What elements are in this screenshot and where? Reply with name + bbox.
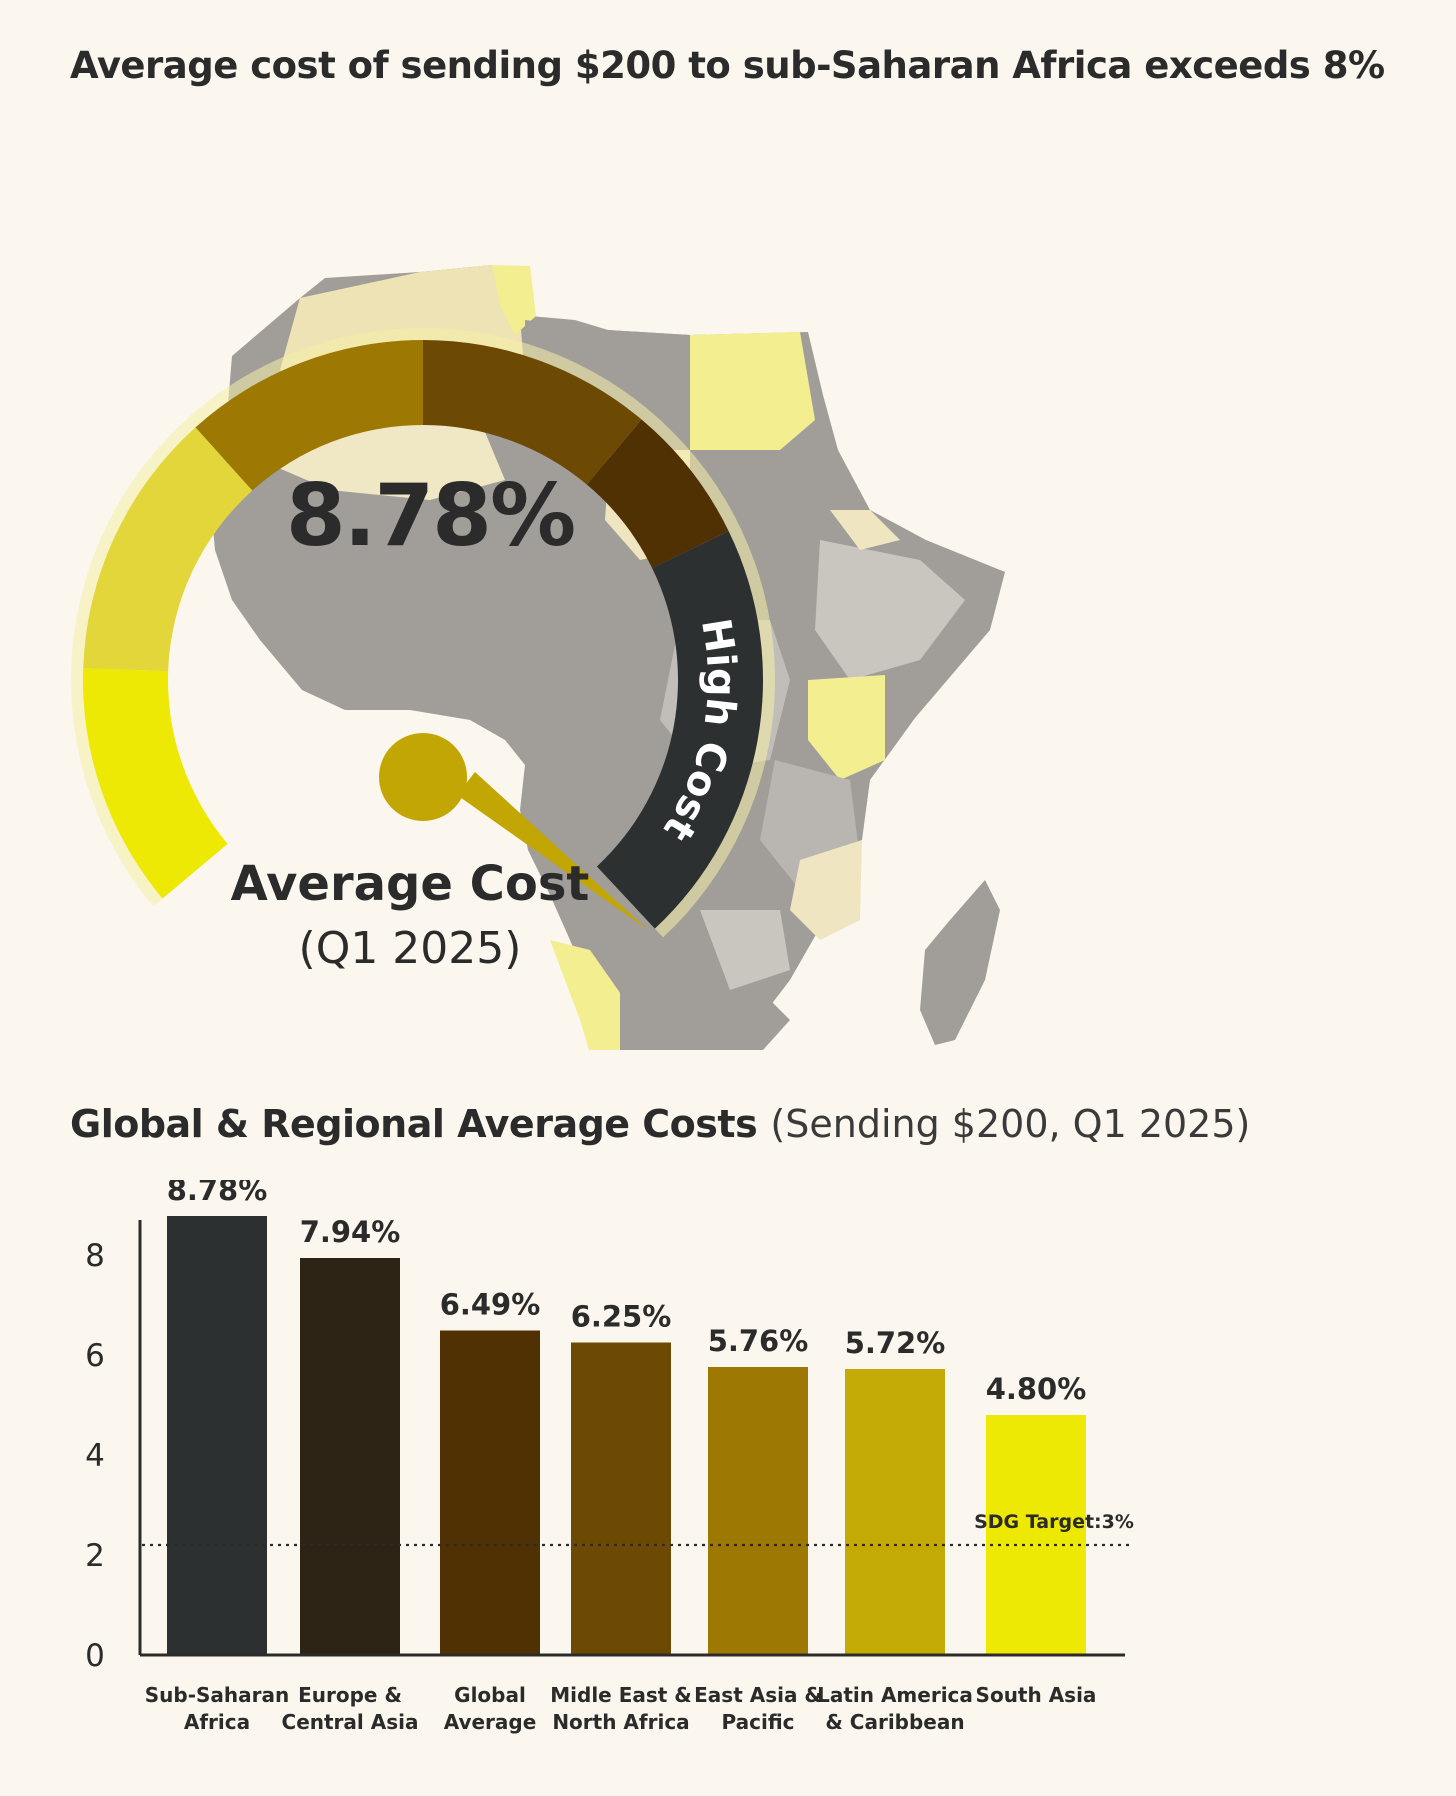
bar — [440, 1330, 540, 1654]
gauge-band-very-high — [596, 530, 764, 929]
regional-cost-bar-chart: 0 2 4 6 8 8.78% Sub-Saharan Africa 7.94% Europe &… — [85, 1180, 1134, 1734]
bar-value-label: 7.94% — [300, 1215, 401, 1249]
bar-value-label: 6.49% — [440, 1288, 541, 1322]
gauge-band-high — [586, 419, 729, 569]
x-category-label: East Asia & — [694, 1683, 822, 1707]
map-region-mozambique — [790, 840, 862, 940]
gauge-needle — [379, 733, 648, 930]
x-category-label: & Caribbean — [825, 1710, 964, 1734]
gauge-band-medium — [195, 340, 423, 491]
x-category-label: Pacific — [721, 1710, 794, 1734]
x-category-label: Global — [454, 1683, 526, 1707]
gauge-band-medium-high — [423, 340, 642, 485]
map-region-namibia — [550, 940, 629, 1050]
y-tick-label: 2 — [85, 1538, 105, 1574]
gauge-bands — [71, 328, 776, 938]
bar — [845, 1369, 945, 1654]
gauge-value: 8.78% — [286, 466, 574, 566]
y-tick-label: 8 — [85, 1238, 105, 1274]
map-region-ethiopia — [815, 540, 965, 680]
x-category-label: Africa — [184, 1710, 250, 1734]
bar-value-label: 5.76% — [708, 1324, 809, 1358]
bar-chart-title-main: Global & Regional Average Costs — [70, 1102, 758, 1146]
bar-chart-title: Global & Regional Average Costs (Sending… — [70, 1102, 1250, 1146]
map-region-egypt — [690, 332, 815, 450]
bar — [300, 1258, 400, 1654]
gauge-needle-pointer — [457, 772, 648, 930]
map-region-horn-light — [830, 510, 900, 550]
sdg-target-label: SDG Target:3% — [974, 1511, 1134, 1533]
bar-value-label: 4.80% — [986, 1372, 1087, 1406]
map-region-kenya — [808, 675, 885, 780]
map-region-south-africa — [620, 990, 790, 1050]
gauge-outer-halo — [71, 328, 776, 938]
map-region-zambia — [700, 910, 790, 990]
x-category-label: Latin America — [817, 1683, 973, 1707]
cost-gauge-infographic: 8.78% High Cost Average Cost (Q1 2025) — [71, 265, 1005, 1050]
map-region-madagascar — [920, 880, 1000, 1045]
bar — [167, 1216, 267, 1654]
map-region-north-coast — [492, 265, 536, 335]
gauge-label: Average Cost — [231, 856, 590, 912]
gauge-band-low — [82, 668, 228, 899]
gauge-needle-hub — [379, 733, 467, 821]
bar-value-label: 5.72% — [845, 1326, 946, 1360]
x-category-label: Sub-Saharan — [145, 1683, 290, 1707]
bar — [986, 1415, 1086, 1654]
bar-value-label: 6.25% — [571, 1300, 672, 1334]
y-tick-label: 4 — [85, 1438, 105, 1474]
bar — [571, 1342, 671, 1654]
y-tick-label: 0 — [85, 1638, 105, 1674]
x-category-label: Europe & — [298, 1683, 402, 1707]
gauge-period: (Q1 2025) — [299, 923, 522, 974]
y-tick-label: 6 — [85, 1338, 105, 1374]
bar — [708, 1367, 808, 1654]
x-category-label: North Africa — [552, 1710, 689, 1734]
gauge-band-low-medium — [83, 427, 253, 672]
bar-value-label: 8.78% — [167, 1180, 268, 1207]
x-category-label: Average — [444, 1710, 537, 1734]
x-category-label: South Asia — [976, 1683, 1097, 1707]
x-category-label: Midle East & — [550, 1683, 691, 1707]
x-category-label: Central Asia — [282, 1710, 419, 1734]
bar-chart-title-suffix: (Sending $200, Q1 2025) — [770, 1102, 1251, 1146]
page-title: Average cost of sending $200 to sub-Saha… — [70, 44, 1385, 87]
